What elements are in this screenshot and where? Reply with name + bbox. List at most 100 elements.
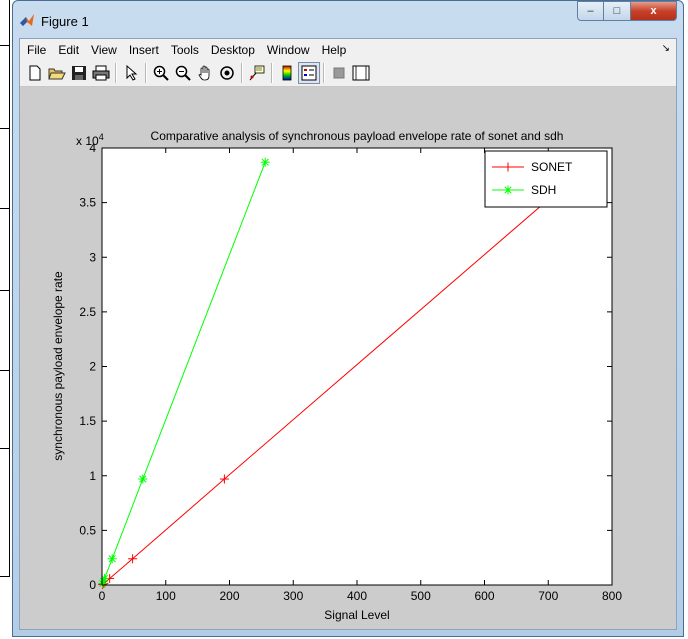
figure-client-area: File Edit View Insert Tools Desktop Wind… (19, 38, 677, 630)
insert-legend-button[interactable] (298, 62, 320, 84)
x-tick-label: 800 (602, 589, 622, 603)
maximize-button[interactable]: □ (604, 1, 631, 21)
legend-marker-sdh (503, 185, 513, 195)
menu-file[interactable]: File (27, 42, 47, 57)
y-tick-label: 3 (89, 250, 96, 264)
window-title: Figure 1 (41, 14, 89, 29)
minimize-button[interactable]: – (577, 1, 604, 21)
title-bar[interactable]: Figure 1 – □ x (13, 1, 683, 37)
minimize-icon: – (587, 5, 594, 17)
menu-window[interactable]: Window (266, 42, 310, 57)
legend-box (484, 150, 608, 208)
menu-view[interactable]: View (91, 42, 117, 57)
x-tick-label: 500 (411, 589, 431, 603)
rotate-3d-button[interactable] (216, 62, 238, 84)
data-point-sonet (128, 554, 138, 564)
data-point-sdh (260, 157, 270, 167)
hide-plot-tools-icon (333, 67, 345, 79)
legend[interactable]: SONET SDH (484, 150, 608, 208)
y-tick-label: 1.5 (79, 414, 96, 428)
zoom-out-icon (175, 65, 191, 81)
x-tick-label: 400 (347, 589, 367, 603)
external-tick-line (0, 448, 10, 449)
y-axis-label: synchronous payload envelope rate (51, 271, 65, 461)
save-icon (72, 66, 86, 80)
external-tick-line (0, 208, 10, 209)
data-cursor-icon (249, 65, 265, 81)
open-file-button[interactable] (46, 62, 68, 84)
x-tick-label: 300 (283, 589, 303, 603)
menu-tools[interactable]: Tools (170, 42, 199, 57)
y-tick-label: 2.5 (79, 305, 96, 319)
external-tick-line (0, 45, 10, 46)
data-point-sdh (100, 573, 110, 583)
toolbar-separator (115, 63, 117, 83)
data-cursor-button[interactable] (246, 62, 268, 84)
chart-title: Comparative analysis of synchronous payl… (151, 129, 564, 143)
figure-window: Figure 1 – □ x File Edit View Insert Too… (12, 0, 684, 637)
menu-help[interactable]: Help (321, 42, 347, 57)
legend-icon (301, 65, 317, 81)
external-tick-line (0, 370, 10, 371)
legend-sonet-label: SONET (531, 160, 573, 174)
series-group (98, 157, 597, 589)
x-tick-label: 700 (538, 589, 558, 603)
legend-sdh-marker (503, 185, 513, 195)
zoom-in-button[interactable] (150, 62, 172, 84)
x-tick-label: 100 (156, 589, 176, 603)
show-plot-tools-icon (352, 65, 370, 81)
external-tick-line (0, 576, 10, 577)
x-tick-label: 600 (474, 589, 494, 603)
axes-box (101, 147, 613, 586)
toolbar-separator (323, 63, 325, 83)
y-tick-label: 1 (89, 469, 96, 483)
legend-sonet-marker (503, 162, 513, 172)
y-tick-label: 2 (89, 360, 96, 374)
y-tick-label: 0.5 (79, 523, 96, 537)
edit-plot-arrow-icon (126, 65, 138, 81)
toolbar-separator (271, 63, 273, 83)
zoom-out-button[interactable] (172, 62, 194, 84)
menu-insert[interactable]: Insert (128, 42, 159, 57)
hide-plot-tools-button[interactable] (328, 62, 350, 84)
y-tick-label: 3.5 (79, 196, 96, 210)
external-border-line (9, 0, 10, 577)
x-tick-label: 0 (99, 589, 106, 603)
figure-toolbar (20, 60, 676, 87)
legend-sdh-label: SDH (531, 183, 556, 197)
data-point-sdh (138, 474, 148, 484)
zoom-in-icon (153, 65, 169, 81)
data-point-sdh (107, 554, 117, 564)
y-tick-label: 0 (89, 578, 96, 592)
edit-plot-button[interactable] (120, 62, 142, 84)
y-exponent-label: x 104 (76, 132, 104, 148)
menu-bar: File Edit View Insert Tools Desktop Wind… (20, 39, 676, 60)
insert-colorbar-button[interactable] (276, 62, 298, 84)
matlab-logo-icon (20, 14, 34, 26)
window-controls: – □ x (577, 1, 677, 21)
open-file-icon (48, 68, 66, 80)
figure-canvas: 0 100 200 300 400 500 600 700 800 0 0.5 1 1.5 2 2.5 3 3.… (20, 87, 676, 629)
x-tick-label: 200 (219, 589, 239, 603)
save-button[interactable] (68, 62, 90, 84)
external-tick-line (0, 128, 10, 129)
toolbar-separator (145, 63, 147, 83)
menu-edit[interactable]: Edit (58, 42, 80, 57)
toolbar-separator (241, 63, 243, 83)
print-button[interactable] (90, 62, 112, 84)
external-tick-line (0, 290, 10, 291)
close-icon: x (650, 5, 657, 17)
show-plot-tools-button[interactable] (350, 62, 372, 84)
maximize-icon: □ (613, 5, 621, 17)
new-figure-button[interactable] (24, 62, 46, 84)
data-point-sonet (219, 474, 229, 484)
legend-marker-sonet (503, 162, 513, 172)
close-button[interactable]: x (631, 1, 677, 21)
rotate-3d-icon (220, 66, 234, 80)
print-icon (92, 65, 110, 81)
menu-desktop[interactable]: Desktop (210, 42, 255, 57)
x-axis-label: Signal Level (324, 608, 389, 622)
plot-svg: 0 100 200 300 400 500 600 700 800 0 0.5 1 1.5 2 2.5 3 3.… (51, 129, 622, 622)
pan-button[interactable] (194, 62, 216, 84)
dock-arrow-icon[interactable]: ↘ (661, 43, 670, 54)
